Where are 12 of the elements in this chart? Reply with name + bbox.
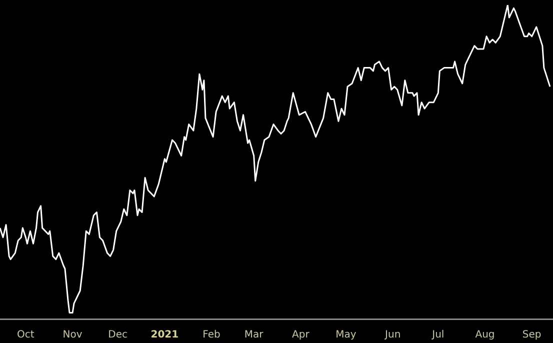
- x-tick-label: Aug: [475, 330, 495, 341]
- x-tick-label: May: [336, 330, 356, 341]
- x-tick-label: Sep: [522, 330, 542, 341]
- x-tick-label: Nov: [62, 330, 82, 341]
- x-tick-label: Jul: [431, 330, 444, 341]
- x-tick-label: Dec: [108, 330, 128, 341]
- x-tick-label: Oct: [17, 330, 34, 341]
- x-tick-label: Jun: [384, 330, 401, 341]
- x-tick-label: Apr: [292, 330, 310, 341]
- x-tick-label: 2021: [150, 330, 179, 341]
- x-tick-label: Feb: [202, 330, 220, 341]
- x-tick-label: Mar: [244, 330, 264, 341]
